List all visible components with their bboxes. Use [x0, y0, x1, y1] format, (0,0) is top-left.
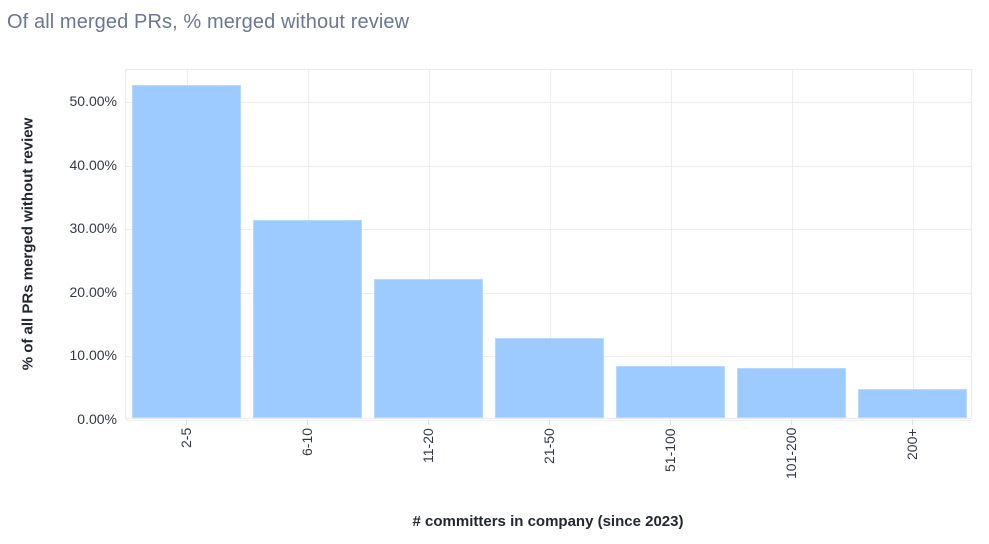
y-tick-label: 50.00%	[69, 93, 117, 109]
bar-200+[interactable]	[858, 388, 967, 418]
bar-11-20[interactable]	[374, 278, 483, 418]
gridline-horizontal	[126, 165, 971, 167]
y-axis-label: % of all PRs merged without review	[19, 117, 37, 371]
plot-area	[125, 69, 972, 421]
x-axis-label: # committers in company (since 2023)	[412, 513, 684, 530]
x-tick-mark	[548, 419, 550, 425]
x-tick-label: 200+	[903, 428, 920, 460]
chart-title: Of all merged PRs, % merged without revi…	[7, 11, 410, 33]
bar-6-10[interactable]	[253, 220, 362, 418]
x-tick-label: 21-50	[540, 428, 557, 464]
gridline-horizontal	[126, 102, 971, 103]
x-tick-label: 101-200	[782, 427, 799, 479]
y-tick-label: 40.00%	[69, 156, 117, 173]
bar-51-100[interactable]	[616, 366, 725, 418]
gridline-vertical	[549, 70, 551, 418]
y-tick-label: 0.00%	[77, 411, 117, 427]
bar-2-5[interactable]	[132, 84, 241, 418]
x-tick-mark	[306, 419, 308, 425]
gridline-vertical	[670, 70, 672, 418]
x-tick-label: 11-20	[419, 428, 436, 463]
x-tick-mark	[427, 419, 429, 425]
gridline-horizontal	[126, 229, 971, 231]
gridline-horizontal	[126, 292, 971, 294]
x-tick-mark	[790, 419, 792, 425]
x-tick-label: 6-10	[298, 427, 315, 456]
y-tick-label: 10.00%	[69, 347, 117, 364]
y-tick-label: 20.00%	[69, 283, 117, 300]
y-tick-label: 30.00%	[69, 220, 117, 237]
gridline-vertical	[912, 70, 914, 418]
x-tick-label: 51-100	[661, 428, 678, 472]
gridline-vertical	[791, 70, 793, 418]
bar-21-50[interactable]	[495, 337, 604, 418]
x-tick-mark	[669, 419, 671, 425]
bar-101-200[interactable]	[737, 368, 846, 418]
gridline-vertical	[428, 70, 430, 418]
x-tick-mark	[911, 419, 913, 425]
x-tick-label: 2-5	[177, 427, 194, 448]
x-tick-mark	[185, 419, 187, 425]
